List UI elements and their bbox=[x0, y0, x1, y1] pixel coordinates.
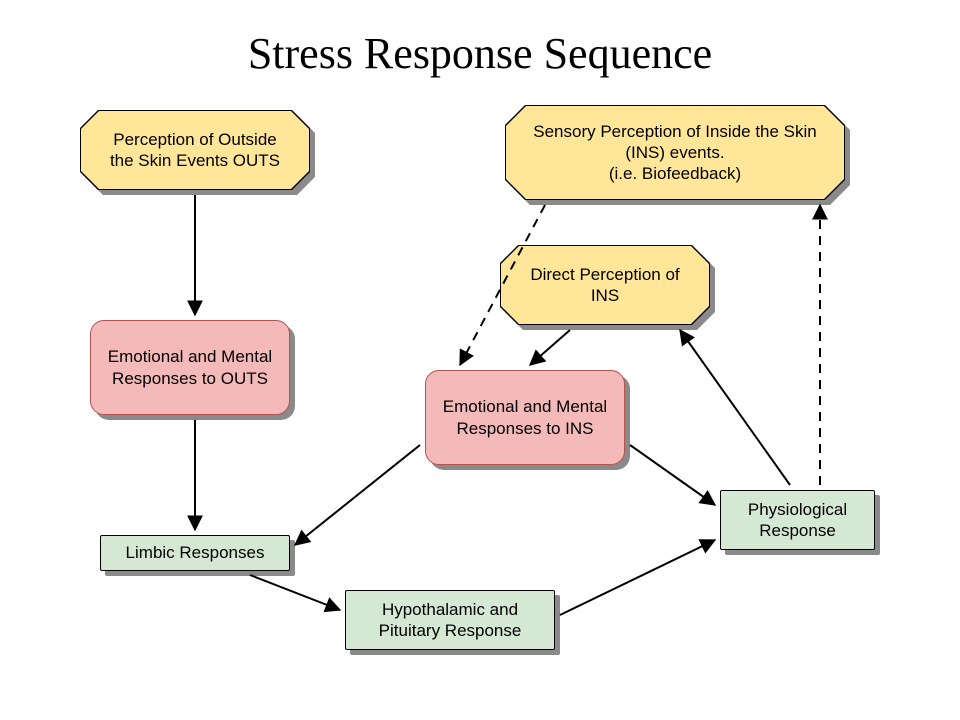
diagram-title: Stress Response Sequence bbox=[0, 28, 960, 79]
node-ins_sensory-label: Sensory Perception of Inside the Skin (I… bbox=[515, 121, 835, 185]
node-limbic: Limbic Responses bbox=[100, 535, 290, 571]
node-direct_ins-label: Direct Perception of INS bbox=[510, 264, 700, 307]
node-emo_ins: Emotional and Mental Responses to INS bbox=[425, 370, 625, 465]
node-outs: Perception of Outside the Skin Events OU… bbox=[80, 110, 310, 190]
edge-physio-to-direct_ins bbox=[680, 330, 790, 485]
node-ins_sensory: Sensory Perception of Inside the Skin (I… bbox=[505, 105, 845, 200]
node-direct_ins: Direct Perception of INS bbox=[500, 245, 710, 325]
node-emo_outs: Emotional and Mental Responses to OUTS bbox=[90, 320, 290, 415]
edge-emo_ins-to-physio bbox=[630, 445, 715, 505]
node-outs-label: Perception of Outside the Skin Events OU… bbox=[90, 129, 300, 172]
edge-direct_ins-to-emo_ins bbox=[530, 330, 570, 365]
node-hypo: Hypothalamic and Pituitary Response bbox=[345, 590, 555, 650]
edge-emo_ins-to-limbic bbox=[295, 445, 420, 545]
edge-limbic-to-hypo bbox=[250, 575, 340, 610]
edge-hypo-to-physio bbox=[560, 540, 715, 615]
node-physio: Physiological Response bbox=[720, 490, 875, 550]
